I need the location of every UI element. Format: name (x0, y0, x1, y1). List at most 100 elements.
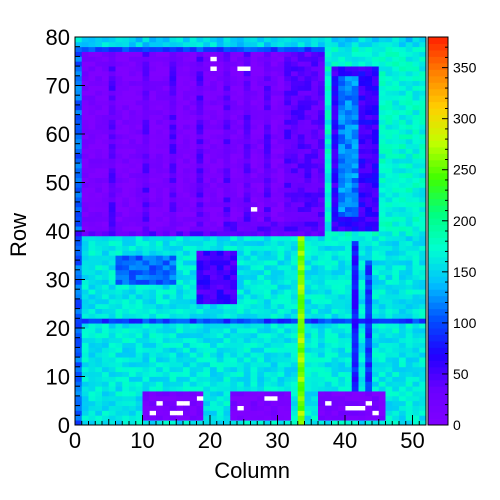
heatmap-cell (284, 400, 292, 406)
heatmap-cell (405, 352, 413, 358)
heatmap-cell (216, 279, 224, 285)
heatmap-cell (250, 347, 258, 353)
heatmap-cell (176, 226, 184, 232)
heatmap-cell (324, 342, 332, 348)
heatmap-cell (412, 177, 420, 183)
heatmap-cell (372, 313, 380, 319)
heatmap-cell (351, 415, 359, 421)
heatmap-cell (331, 366, 339, 373)
heatmap-cell (318, 221, 326, 227)
heatmap-cell (358, 182, 366, 188)
heatmap-cell (372, 279, 380, 285)
heatmap-cell (210, 260, 218, 266)
heatmap-cell (88, 182, 96, 188)
heatmap-cell (223, 347, 231, 353)
heatmap-cell (203, 289, 211, 295)
heatmap-cell (419, 182, 427, 188)
heatmap-cell (358, 61, 366, 67)
heatmap-cell (129, 357, 137, 363)
heatmap-cell (223, 255, 231, 261)
heatmap-cell (358, 231, 366, 237)
heatmap-cell (81, 337, 89, 343)
heatmap-cell (189, 308, 197, 314)
heatmap-cell (399, 245, 407, 251)
heatmap-cell (156, 211, 164, 217)
heatmap-cell (210, 337, 218, 343)
heatmap-cell (75, 289, 83, 295)
heatmap-cell (392, 366, 400, 373)
heatmap-cell (378, 347, 386, 353)
heatmap-cell (142, 37, 150, 43)
heatmap-cell (311, 420, 319, 426)
heatmap-cell (297, 182, 305, 188)
heatmap-cell (405, 90, 413, 96)
heatmap-cell (297, 187, 305, 193)
heatmap-cell (345, 46, 353, 52)
heatmap-cell (291, 158, 299, 164)
heatmap-cell (81, 119, 89, 125)
heatmap-cell (372, 250, 380, 256)
heatmap-cell (345, 361, 353, 368)
heatmap-cell (358, 75, 366, 82)
heatmap-cell (405, 357, 413, 363)
heatmap-cell (311, 143, 319, 149)
heatmap-cell (304, 415, 312, 421)
heatmap-cell (257, 361, 265, 368)
color-scale-segment (428, 340, 448, 348)
heatmap-cell (115, 104, 123, 111)
heatmap-cell (122, 148, 130, 154)
heatmap-cell (162, 366, 170, 373)
heatmap-cell (331, 376, 339, 382)
heatmap-cell (237, 216, 245, 222)
heatmap-cell (351, 400, 359, 406)
heatmap-cell (216, 284, 224, 290)
heatmap-cell (122, 167, 130, 174)
heatmap-cell (162, 357, 170, 363)
heatmap-cell (365, 134, 373, 140)
heatmap-cell (81, 405, 89, 411)
heatmap-cell (311, 235, 319, 242)
heatmap-cell (324, 347, 332, 353)
heatmap-cell (270, 153, 278, 159)
heatmap-cell (264, 109, 272, 115)
heatmap-cell (162, 415, 170, 421)
heatmap-cell (405, 269, 413, 276)
heatmap-cell (115, 138, 123, 145)
heatmap-cell (115, 153, 123, 159)
heatmap-cell (210, 197, 218, 203)
heatmap-cell (257, 323, 265, 329)
heatmap-cell (108, 216, 116, 222)
heatmap-cell (277, 109, 285, 115)
heatmap-cell (385, 197, 393, 203)
heatmap-cell (115, 231, 123, 237)
heatmap-cell (169, 361, 177, 368)
heatmap-cell (372, 255, 380, 261)
heatmap-cell (345, 376, 353, 382)
heatmap-cell (392, 231, 400, 237)
heatmap-cell (135, 221, 143, 227)
heatmap-cell (318, 167, 326, 174)
heatmap-cell (176, 109, 184, 115)
heatmap-cell (196, 61, 204, 67)
heatmap-cell (183, 104, 191, 111)
heatmap-cell (75, 163, 83, 169)
heatmap-cell (264, 46, 272, 52)
heatmap-cell (291, 381, 299, 387)
heatmap-cell (223, 231, 231, 237)
heatmap-cell (297, 415, 305, 421)
heatmap-cell (169, 192, 177, 198)
heatmap-cell (230, 41, 238, 48)
heatmap-cell (243, 415, 251, 421)
heatmap-cell (108, 90, 116, 96)
heatmap-cell (345, 366, 353, 373)
heatmap-cell (243, 371, 251, 377)
heatmap-cell (257, 201, 265, 208)
heatmap-cell (81, 226, 89, 232)
heatmap-cell (250, 221, 258, 227)
heatmap-cell (291, 415, 299, 421)
heatmap-cell (142, 386, 150, 392)
heatmap-cell (149, 119, 157, 125)
heatmap-cell (189, 182, 197, 188)
heatmap-cell (203, 323, 211, 329)
heatmap-cell (183, 274, 191, 280)
